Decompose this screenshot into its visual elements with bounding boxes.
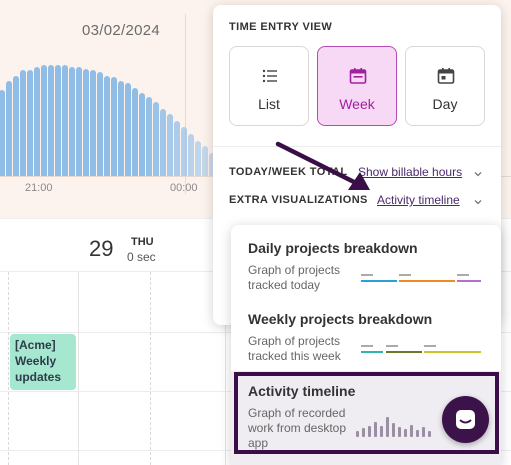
today-week-total-label: TODAY/WEEK TOTAL — [229, 166, 348, 178]
list-icon — [262, 69, 277, 83]
activity-bar — [111, 77, 117, 176]
highlight-frame — [234, 372, 499, 454]
activity-bar — [181, 127, 187, 176]
calendar-week-icon — [349, 68, 367, 84]
calendar-day-icon — [437, 68, 455, 84]
projects-graph-preview-icon — [361, 345, 481, 353]
time-entry-event[interactable]: [Acme] Weekly updates — [10, 334, 76, 390]
view-button-label: Week — [339, 96, 375, 112]
option-description: Graph of projects tracked today — [248, 263, 341, 292]
activity-bar — [55, 65, 61, 176]
activity-bar — [160, 109, 166, 176]
event-label: [Acme] — [15, 338, 56, 352]
option-title: Weekly projects breakdown — [248, 311, 433, 327]
activity-bar — [104, 76, 110, 176]
axis-tick-label: 00:00 — [170, 182, 198, 194]
day-total-time: 0 sec — [127, 250, 156, 264]
activity-timeline-preview-icon — [356, 417, 431, 437]
activity-bar — [188, 134, 194, 176]
option-description: Graph of recorded work from desktop app — [248, 406, 347, 450]
activity-bar — [13, 76, 19, 176]
chat-icon — [456, 410, 475, 429]
chevron-down-icon[interactable] — [473, 169, 483, 179]
grid-column-line — [78, 272, 79, 465]
projects-graph-preview-icon — [361, 274, 481, 282]
grid-column-line — [8, 272, 9, 465]
timeline-date: 03/02/2024 — [82, 22, 161, 39]
activity-bar — [34, 67, 40, 176]
chat-button[interactable] — [442, 396, 489, 443]
grid-column-line — [150, 272, 151, 465]
activity-bar — [167, 114, 173, 176]
view-button-label: Day — [432, 96, 458, 112]
activity-bar — [83, 69, 89, 176]
activity-bar — [27, 70, 33, 176]
activity-bar — [139, 93, 145, 176]
activity-bar — [6, 81, 12, 176]
activity-bar — [174, 121, 180, 176]
option-title: Activity timeline — [248, 383, 356, 399]
activity-bar — [69, 67, 75, 176]
axis-tick-label: 21:00 — [25, 182, 53, 194]
activity-bar — [97, 72, 103, 176]
popover-divider — [213, 146, 501, 147]
activity-bar — [118, 81, 124, 176]
activity-bar — [195, 141, 201, 176]
grid-column-line — [225, 272, 226, 465]
activity-bar — [209, 153, 215, 176]
activity-bar — [0, 90, 5, 176]
dropdown-option-weekly-projects[interactable]: Weekly projects breakdown Graph of proje… — [231, 299, 501, 371]
activity-bar — [125, 83, 131, 176]
activity-bar — [132, 88, 138, 176]
extra-visualizations-select[interactable]: Activity timeline — [377, 193, 460, 207]
option-description: Graph of projects tracked this week — [248, 334, 341, 363]
activity-bar — [41, 65, 47, 176]
activity-bar — [76, 67, 82, 176]
activity-bar — [146, 97, 152, 176]
today-week-total-select[interactable]: Show billable hours — [358, 165, 463, 179]
day-number: 29 — [89, 236, 114, 261]
event-label: Weekly — [15, 354, 57, 368]
activity-bar — [20, 70, 26, 176]
day-name: THU — [131, 236, 154, 248]
option-title: Daily projects breakdown — [248, 240, 418, 256]
event-label: updates — [15, 370, 62, 384]
activity-bar — [62, 65, 68, 176]
view-button-label: List — [258, 96, 280, 112]
activity-bar — [202, 146, 208, 176]
chevron-down-icon[interactable] — [473, 197, 483, 207]
extra-visualizations-label: EXTRA VISUALIZATIONS — [229, 194, 368, 206]
annotation-arrow-icon — [275, 141, 370, 190]
view-button-week[interactable]: Week — [317, 46, 397, 126]
timeline-divider — [185, 14, 186, 194]
activity-bar — [90, 70, 96, 176]
dropdown-option-daily-projects[interactable]: Daily projects breakdown Graph of projec… — [231, 225, 501, 299]
popover-heading: TIME ENTRY VIEW — [229, 21, 333, 33]
view-button-day[interactable]: Day — [405, 46, 485, 126]
activity-bar — [153, 102, 159, 176]
activity-bar — [48, 65, 54, 176]
view-button-list[interactable]: List — [229, 46, 309, 126]
